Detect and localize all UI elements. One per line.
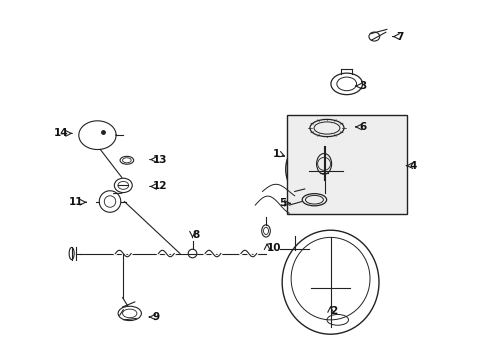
- Text: 7: 7: [395, 32, 403, 41]
- Text: 2: 2: [330, 306, 337, 316]
- Text: 13: 13: [153, 154, 167, 165]
- Text: 12: 12: [153, 181, 167, 192]
- Text: 5: 5: [279, 198, 286, 208]
- Text: 3: 3: [359, 81, 366, 91]
- Text: 8: 8: [192, 230, 199, 239]
- Text: 11: 11: [68, 197, 83, 207]
- Text: 9: 9: [152, 312, 159, 322]
- Bar: [286, 116, 406, 214]
- Text: 1: 1: [272, 149, 279, 159]
- Text: 4: 4: [408, 161, 416, 171]
- Text: 10: 10: [266, 243, 281, 253]
- Text: 6: 6: [359, 122, 366, 132]
- Text: 14: 14: [54, 129, 69, 138]
